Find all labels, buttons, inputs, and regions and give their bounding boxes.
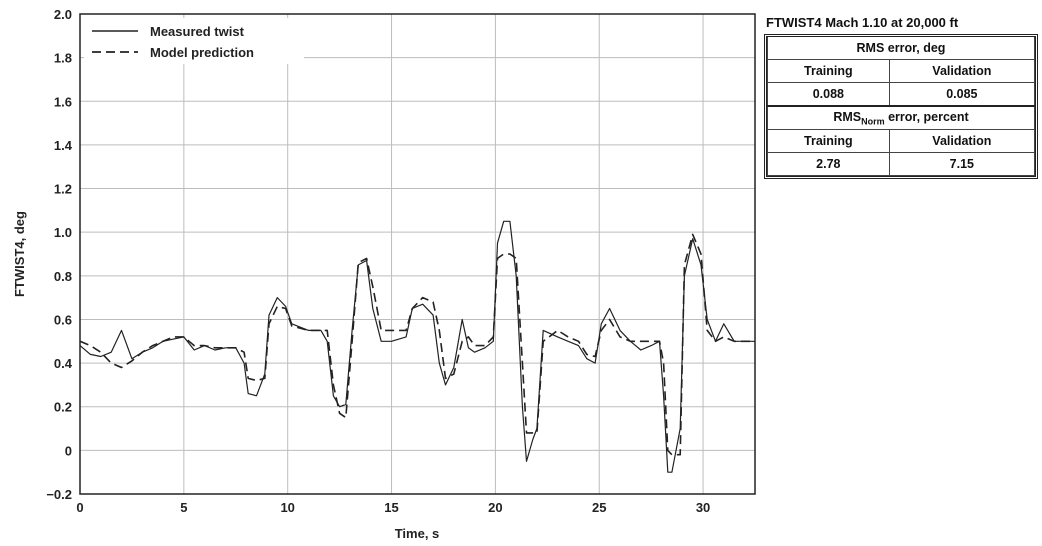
y-tick-label: 1.0 <box>54 225 72 240</box>
x-tick-label: 5 <box>180 500 187 515</box>
x-tick-label: 10 <box>280 500 294 515</box>
rmsnorm-validation-value: 7.15 <box>888 152 1036 176</box>
y-axis-ticks: 2.0 1.8 1.6 1.4 1.2 1.0 0.8 0.6 0.4 0.2 0 −0.2 <box>46 7 72 502</box>
y-tick-label: 1.2 <box>54 182 72 197</box>
legend-label-model: Model prediction <box>150 45 254 60</box>
rmsnorm-subscript: Norm <box>861 116 885 127</box>
y-tick-label: 1.8 <box>54 51 72 66</box>
y-axis-label: FTWIST4, deg <box>12 211 27 297</box>
y-tick-label: 0.2 <box>54 400 72 415</box>
rmsnorm-validation-label: Validation <box>888 129 1036 153</box>
chart: 2.0 1.8 1.6 1.4 1.2 1.0 0.8 0.6 0.4 0.2 0 −0.2 0 5 10… <box>12 7 756 541</box>
y-tick-label: −0.2 <box>46 487 72 502</box>
y-tick-label: 1.6 <box>54 94 72 109</box>
series-layer <box>79 220 755 473</box>
rmsnorm-training-label: Training <box>767 129 890 153</box>
y-tick-label: 0.8 <box>54 269 72 284</box>
rms-validation-value: 0.085 <box>888 82 1036 107</box>
legend-box <box>84 18 304 64</box>
y-tick-label: 2.0 <box>54 7 72 22</box>
error-summary-panel: FTWIST4 Mach 1.10 at 20,000 ft RMS error… <box>762 12 1040 179</box>
y-tick-label: 0.6 <box>54 312 72 327</box>
x-axis-label: Time, s <box>395 526 440 541</box>
series-line-measured-twist <box>79 220 755 473</box>
error-table: RMS error, deg Training Validation 0.088… <box>764 34 1038 179</box>
panel-title: FTWIST4 Mach 1.10 at 20,000 ft <box>766 15 959 30</box>
y-tick-label: 1.4 <box>54 138 73 153</box>
rms-training-label: Training <box>767 59 890 83</box>
rms-validation-label: Validation <box>888 59 1036 83</box>
legend: Measured twist Model prediction <box>84 18 304 64</box>
y-tick-label: 0 <box>65 443 72 458</box>
legend-label-measured: Measured twist <box>150 24 245 39</box>
y-tick-label: 0.4 <box>54 356 73 371</box>
grid <box>79 13 755 495</box>
rmsnorm-training-value: 2.78 <box>767 152 890 176</box>
series-line-model-prediction <box>79 233 755 456</box>
rmsnorm-header: RMSNorm error, percent <box>767 105 1035 130</box>
rmsnorm-suffix: error, percent <box>884 109 969 124</box>
plot-frame <box>79 13 756 495</box>
x-tick-label: 0 <box>76 500 83 515</box>
x-tick-label: 30 <box>696 500 710 515</box>
x-tick-label: 25 <box>592 500 606 515</box>
rms-header: RMS error, deg <box>767 37 1035 60</box>
rms-training-value: 0.088 <box>767 82 890 107</box>
x-axis-ticks: 0 5 10 15 20 25 30 <box>76 500 710 515</box>
rmsnorm-prefix: RMS <box>833 109 862 124</box>
x-tick-label: 20 <box>488 500 502 515</box>
x-tick-label: 15 <box>384 500 398 515</box>
